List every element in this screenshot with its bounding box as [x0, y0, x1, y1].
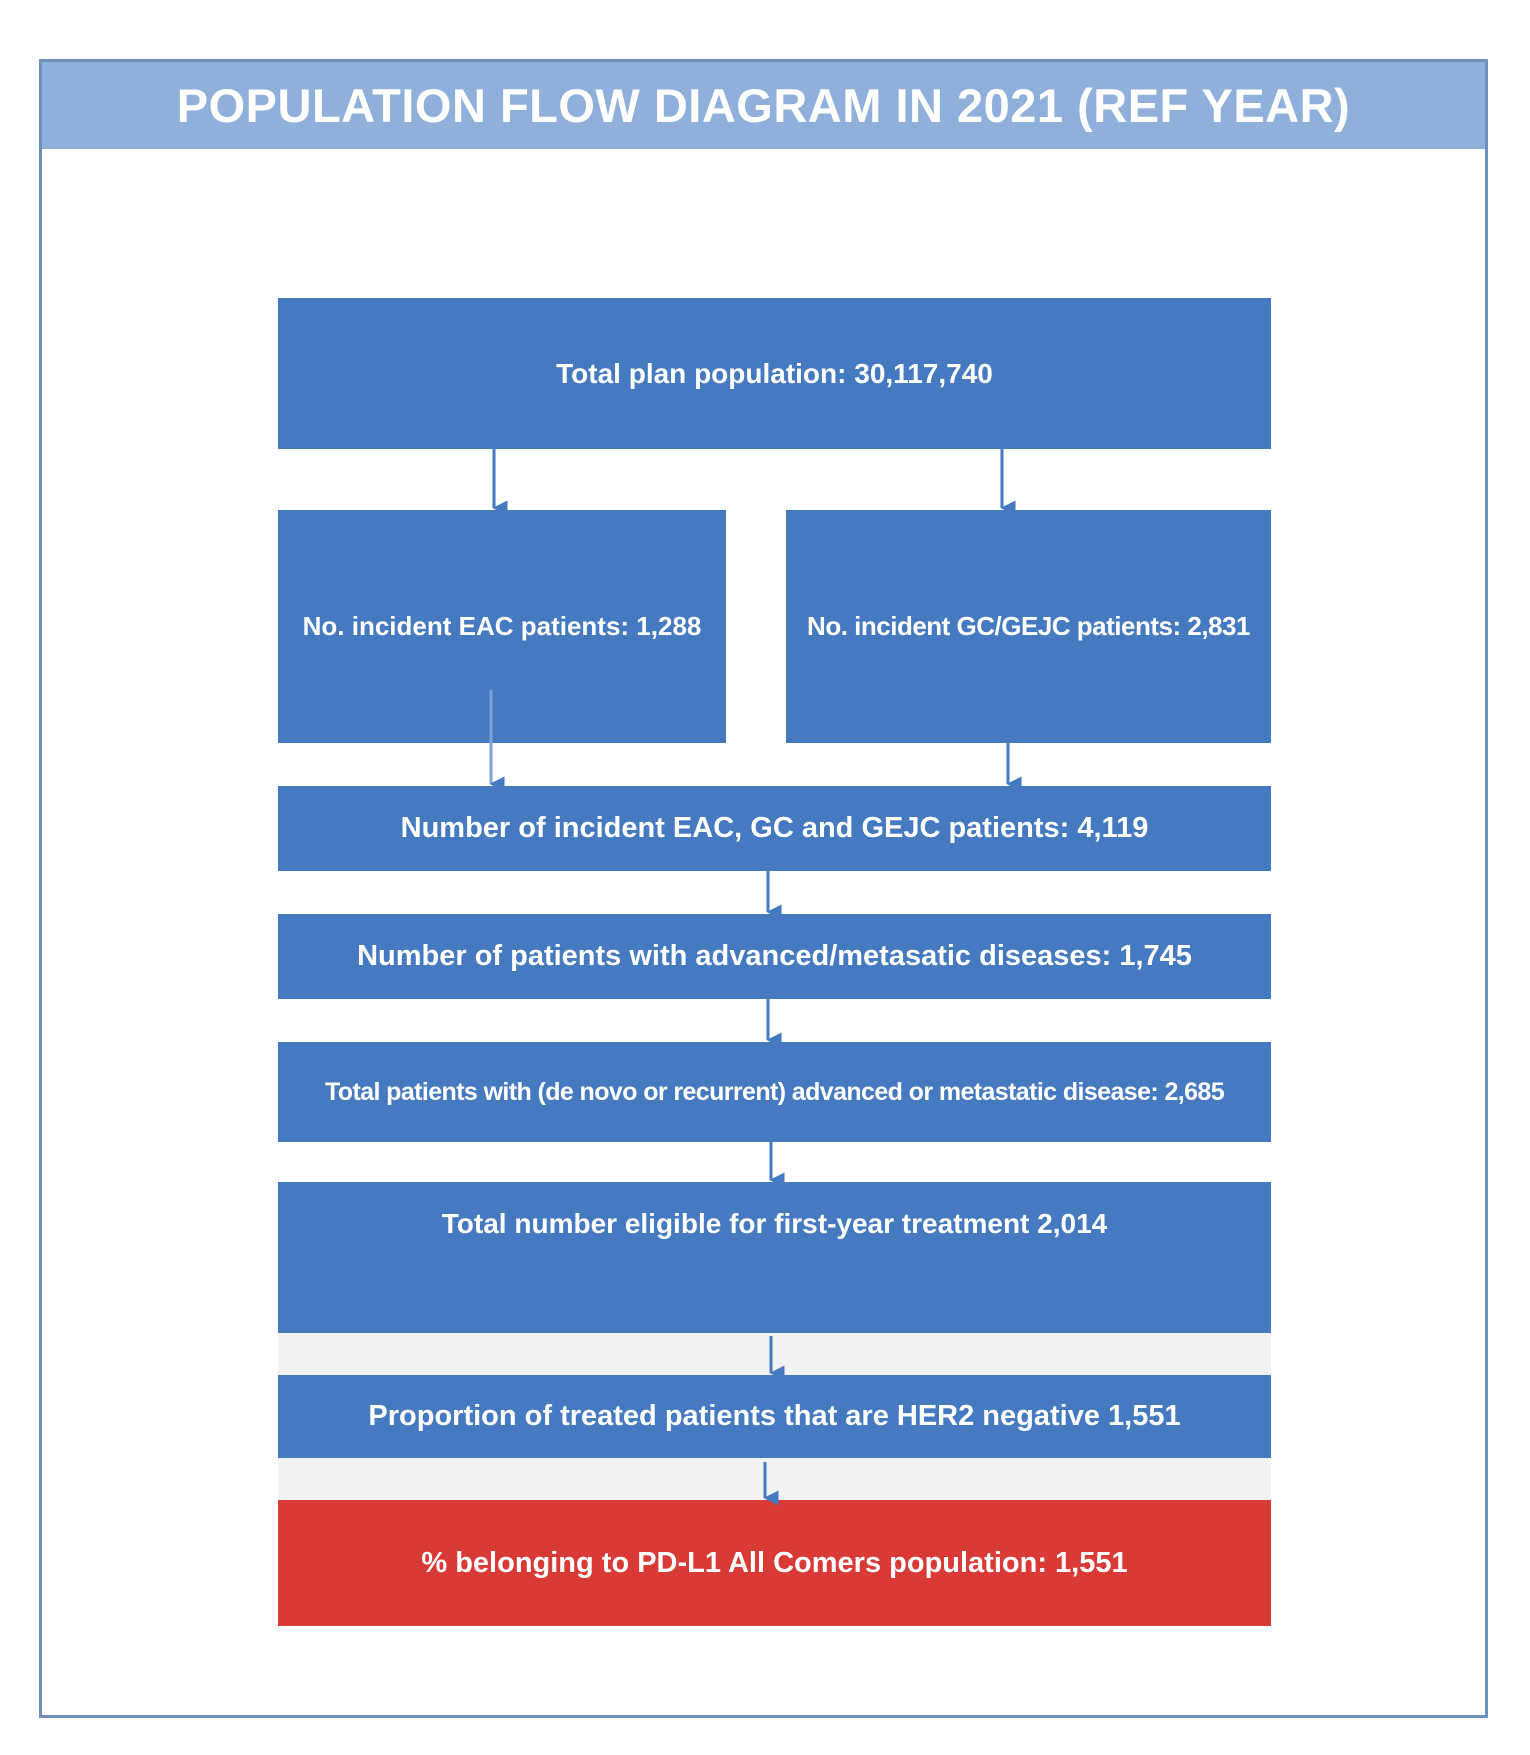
gc-gejc-patients-box: No. incident GC/GEJC patients: 2,831: [786, 510, 1271, 743]
total-plan-population-label: Total plan population: 30,117,740: [556, 357, 993, 389]
gc-gejc-patients-label: No. incident GC/GEJC patients: 2,831: [807, 611, 1250, 641]
pd-l1-all-comers-box: % belonging to PD-L1 All Comers populati…: [278, 1500, 1271, 1626]
combined-incident-patients-label: Number of incident EAC, GC and GEJC pati…: [400, 812, 1149, 844]
total-advanced-metastatic-box: Total patients with (de novo or recurren…: [278, 1042, 1271, 1142]
eligible-first-year-treatment-label: Total number eligible for first-year tre…: [441, 1208, 1108, 1239]
her2-negative-box: Proportion of treated patients that are …: [278, 1375, 1271, 1458]
pd-l1-all-comers-label: % belonging to PD-L1 All Comers populati…: [421, 1546, 1128, 1579]
total-advanced-metastatic-label: Total patients with (de novo or recurren…: [324, 1077, 1225, 1106]
advanced-metastatic-patients-box: Number of patients with advanced/metasat…: [278, 914, 1271, 999]
eac-patients-box: No. incident EAC patients: 1,288: [278, 510, 726, 743]
her2-negative-label: Proportion of treated patients that are …: [368, 1400, 1181, 1432]
advanced-metastatic-patients-label: Number of patients with advanced/metasat…: [357, 940, 1192, 972]
eligible-first-year-treatment-box: Total number eligible for first-year tre…: [278, 1182, 1271, 1333]
combined-incident-patients-box: Number of incident EAC, GC and GEJC pati…: [278, 786, 1271, 871]
diagram-title: POPULATION FLOW DIAGRAM IN 2021 (REF YEA…: [42, 62, 1485, 149]
total-plan-population-box: Total plan population: 30,117,740: [278, 298, 1271, 449]
eac-patients-label: No. incident EAC patients: 1,288: [302, 611, 702, 641]
